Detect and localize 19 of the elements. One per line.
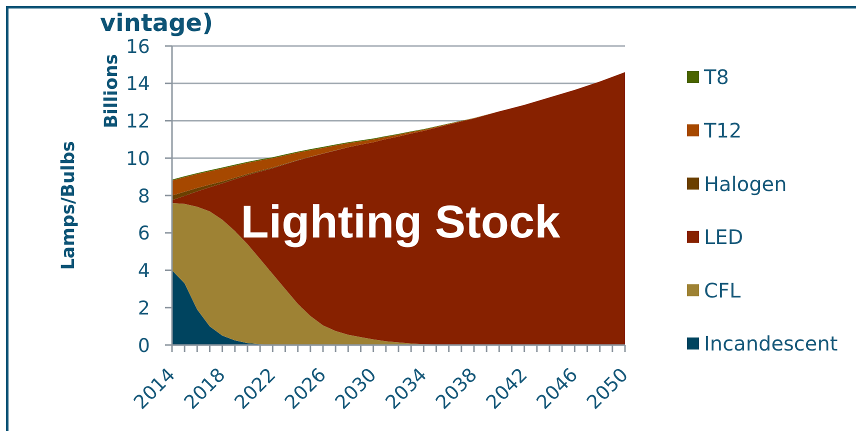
y-tick-label: 14 bbox=[126, 73, 150, 96]
y-tick-label: 4 bbox=[138, 260, 150, 282]
chart-title: vintage) bbox=[100, 9, 214, 37]
legend-label: Incandescent bbox=[704, 332, 838, 356]
legend-label: Halogen bbox=[704, 172, 787, 196]
y-tick-label: 6 bbox=[138, 222, 150, 245]
legend-label: LED bbox=[704, 225, 744, 250]
legend-label: CFL bbox=[704, 278, 742, 302]
legend-label: T8 bbox=[703, 65, 729, 90]
y-tick-label: 16 bbox=[126, 36, 150, 58]
y-tick-label: 12 bbox=[126, 110, 150, 133]
text: Billions bbox=[101, 54, 122, 128]
y-axis-title: Lamps/Bulbs bbox=[58, 141, 79, 270]
legend-label: T12 bbox=[703, 118, 742, 142]
y-tick-label: 0 bbox=[138, 334, 150, 357]
y-tick-label: 2 bbox=[138, 297, 150, 320]
annotation: Lighting Stock bbox=[240, 195, 561, 248]
y-tick-label: 10 bbox=[126, 148, 150, 170]
y-tick-label: 8 bbox=[138, 185, 150, 208]
